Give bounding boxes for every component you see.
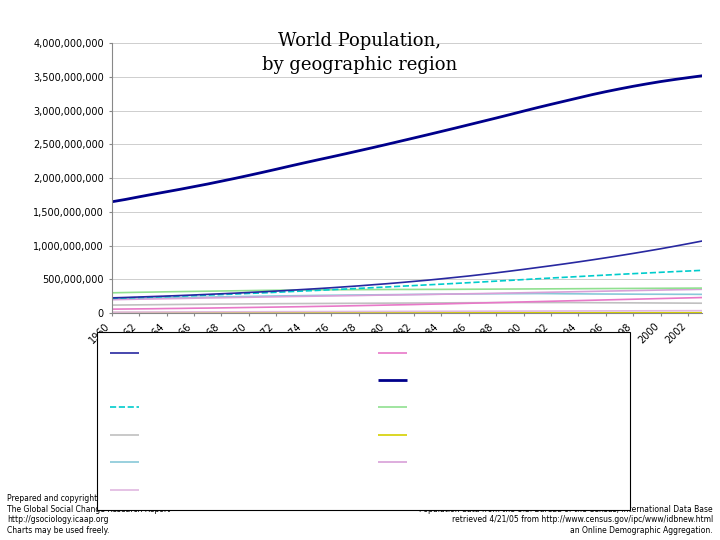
Text: Population data from the U.S. Bureau of the Census, International Data Base
retr: Population data from the U.S. Bureau of … xyxy=(419,505,713,535)
Text: Near East: Near East xyxy=(144,375,194,385)
Text: Latin America Caribbean: Latin America Caribbean xyxy=(144,402,274,413)
Text: Northern Africa: Northern Africa xyxy=(412,348,492,357)
Text: Eastern Europe: Eastern Europe xyxy=(144,430,224,440)
Text: Asia exclude Near East: Asia exclude Near East xyxy=(412,375,531,385)
Text: Northern America: Northern America xyxy=(412,457,505,467)
Text: World Population,
by geographic region: World Population, by geographic region xyxy=(262,32,458,74)
Text: Western Europe: Western Europe xyxy=(412,402,495,413)
Text: Oceania: Oceania xyxy=(144,485,186,495)
Text: Sub Saharan Africa: Sub Saharan Africa xyxy=(144,348,244,357)
Text: Prepared and copyright by Gene Shackman
The Global Social Change Research Report: Prepared and copyright by Gene Shackman … xyxy=(7,495,174,535)
Text: Baltics: Baltics xyxy=(412,430,446,440)
Text: Commonwealth Independend States: Commonwealth Independend States xyxy=(144,457,334,467)
